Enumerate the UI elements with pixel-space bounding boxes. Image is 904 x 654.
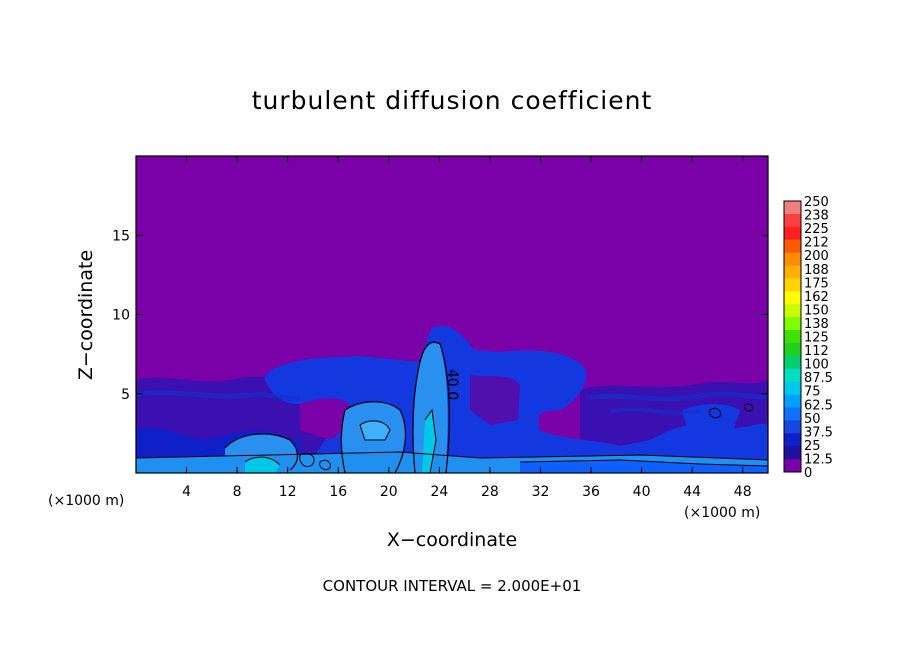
colorbar-label: 200 [804,249,829,264]
colorbar-label: 87.5 [804,371,833,386]
colorbar-label: 25 [804,439,821,454]
y-tick-label: 15 [112,228,130,244]
x-tick-label: 44 [683,484,701,500]
x-tick-label: 28 [481,484,499,500]
colorbar-swatch [784,394,801,408]
colorbar-label: 75 [804,385,821,400]
colorbar-label: 212 [804,236,829,251]
colorbar-swatch [784,433,801,447]
x-tick-label: 12 [279,484,297,500]
x-tick-label: 4 [182,484,191,500]
x-tick-label: 36 [582,484,600,500]
colorbar-swatch [784,446,801,460]
colorbar-swatch [784,420,801,434]
heatmap-field [136,156,768,473]
colorbar-swatch [784,304,801,318]
y-axis: 5 10 15 [112,228,768,403]
colorbar-label: 0 [804,466,812,481]
colorbar-label: 100 [804,358,829,373]
colorbar-label: 138 [804,317,829,332]
x-unit-left: (×1000 m) [48,493,124,509]
colorbar-swatch [784,265,801,279]
colorbar-swatch [784,239,801,254]
x-tick-label: 24 [430,484,448,500]
chart-title: turbulent diffusion coefficient [251,86,653,115]
colorbar-swatch [784,459,801,473]
colorbar-swatch [784,355,801,370]
colorbar-swatch [784,278,801,292]
colorbar-label: 188 [804,263,829,278]
colorbar-label: 112 [804,344,829,359]
x-axis-title: X−coordinate [387,529,517,551]
colorbar-label: 62.5 [804,398,833,413]
x-tick-label: 48 [734,484,752,500]
colorbar-swatch [784,407,801,421]
colorbar-label: 162 [804,290,829,305]
colorbar: 2502382252122001881751621501381251121008… [783,195,833,481]
colorbar-swatch [784,201,801,215]
x-tick-label: 20 [380,484,398,500]
colorbar-swatch [784,330,801,344]
x-axis: 4 8 12 16 20 24 28 32 36 40 44 48 [182,156,752,500]
x-tick-label: 16 [329,484,347,500]
colorbar-label: 175 [804,276,829,291]
contour-interval-note: CONTOUR INTERVAL = 2.000E+01 [322,577,582,595]
colorbar-swatch [784,381,801,396]
y-tick-label: 10 [112,308,130,324]
x-tick-label: 40 [633,484,651,500]
colorbar-label: 37.5 [804,425,833,440]
colorbar-label: 125 [804,331,829,346]
colorbar-swatch [784,213,801,228]
y-axis-title: Z−coordinate [75,250,97,380]
colorbar-swatch [784,252,801,267]
colorbar-swatch [784,291,801,305]
colorbar-swatch [784,342,801,357]
colorbar-label: 250 [804,195,829,210]
colorbar-label: 150 [804,303,829,318]
colorbar-label: 225 [804,222,829,237]
x-tick-label: 8 [233,484,242,500]
colorbar-label: 50 [804,412,821,427]
y-tick-label: 5 [121,387,130,403]
colorbar-swatch [784,368,801,383]
x-tick-label: 32 [532,484,550,500]
contour-label: 40.0 [444,369,460,400]
x-unit-right: (×1000 m) [684,505,760,521]
colorbar-swatch [784,317,801,331]
colorbar-frame [783,200,802,473]
colorbar-label: 12.5 [804,452,833,467]
colorbar-label: 238 [804,209,829,224]
colorbar-swatch [784,226,801,241]
